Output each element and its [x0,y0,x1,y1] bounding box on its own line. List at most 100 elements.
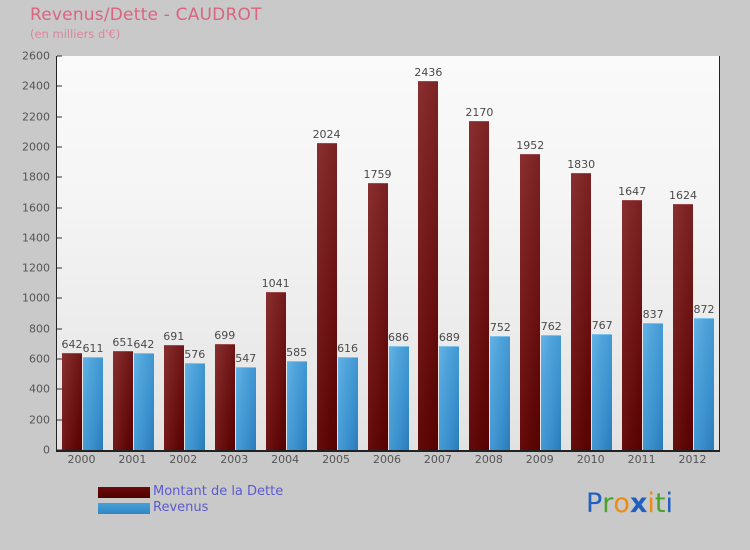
y-axis-tick-label: 1800 [22,170,50,184]
logo-letter: t [654,488,666,519]
y-axis-tick-mark [57,419,62,421]
x-axis-tick-label: 2005 [322,453,351,466]
x-axis-tick-label: 2007 [423,453,452,466]
bar-value-label: 837 [642,308,664,322]
y-axis-tick-mark [57,85,62,87]
y-axis-tick-label: 2600 [22,49,50,63]
bar-revenus-2009 [541,334,562,450]
bar-value-label: 1041 [261,277,290,291]
bar-value-label: 689 [438,330,460,344]
y-axis-tick-mark [57,116,62,118]
logo-letter: o [613,488,630,519]
bar-revenus-2010 [592,333,613,450]
logo-letter: P [586,488,603,519]
plot-area: 0 200 400 600 800 1000 1200 1400 1600 1800 2000 220… [22,50,720,457]
bar-value-label: 1647 [618,185,647,199]
bar-value-label: 616 [337,341,359,355]
bar-revenus-2002 [184,362,205,450]
y-axis-tick-label: 0 [43,443,50,457]
bar-value-label: 752 [489,321,511,335]
y-axis-tick-label: 400 [29,382,50,396]
bar-value-label: 1624 [669,188,698,202]
bar-value-label: 699 [214,329,236,343]
chart-title: Revenus/Dette - CAUDROT [30,5,262,25]
y-axis-tick-mark [57,55,62,57]
logo-letter: i [665,488,673,519]
bar-value-label: 762 [540,319,562,333]
x-axis-tick-label: 2010 [576,453,605,466]
chart-subtitle: (en milliers d'€) [30,27,121,41]
y-axis-tick-mark [57,176,62,178]
x-axis-tick-label: 2004 [271,453,300,466]
bar-value-label: 872 [693,302,715,316]
y-axis-tick-mark [57,358,62,360]
y-axis-tick-label: 800 [29,322,50,336]
bar-value-label: 642 [61,337,83,351]
bar-dette-2006 [367,183,388,450]
x-axis-tick-label: 2012 [678,453,707,466]
proxiti-logo: Proxiti [586,489,673,519]
y-axis-tick-mark [57,146,62,148]
bar-dette-2004 [265,292,286,450]
bar-value-label: 1952 [516,139,545,153]
legend-label: Revenus [153,500,209,515]
bar-value-label: 576 [184,347,206,361]
y-axis-tick-label: 1400 [22,231,50,245]
y-axis-tick-mark [57,267,62,269]
bar-revenus-2004 [286,361,307,450]
bar-value-label: 651 [112,336,134,350]
logo-letter: r [602,488,614,519]
y-axis-tick-label: 600 [29,352,50,366]
y-axis-tick-mark [57,388,62,390]
y-axis-tick-mark [57,328,62,330]
y-axis-tick-label: 2400 [22,79,50,93]
bar-revenus-2001 [133,352,154,450]
bar-value-label: 585 [286,346,308,360]
y-axis-tick-label: 2200 [22,110,50,124]
bar-revenus-2005 [337,356,358,450]
bar-revenus-2003 [235,367,256,450]
y-axis-tick-mark [57,207,62,209]
logo-letter: i [647,488,655,519]
y-axis-tick-mark [57,237,62,239]
y-axis-tick-mark [57,297,62,299]
y-axis-tick-label: 200 [29,413,50,427]
bar-revenus-2007 [439,345,460,450]
legend-label: Montant de la Dette [153,484,284,499]
x-axis-line [56,450,720,452]
x-axis-tick-label: 2011 [627,453,656,466]
bar-dette-2007 [418,80,439,450]
bar-value-label: 642 [133,337,155,351]
logo-letter: x [629,488,648,519]
bar-value-label: 1759 [363,168,392,182]
y-axis-tick-label: 1000 [22,291,50,305]
bar-dette-2001 [112,351,133,450]
x-axis-tick-label: 2009 [525,453,554,466]
bar-value-label: 2436 [414,65,443,79]
bar-value-label: 686 [388,331,409,345]
bar-dette-2009 [520,154,541,450]
bar-revenus-2012 [694,317,715,450]
bar-value-label: 547 [235,352,257,366]
bar-dette-2005 [316,143,337,450]
x-axis-tick-label: 2001 [118,453,147,466]
bar-dette-2002 [163,345,184,450]
bar-dette-2003 [214,344,235,450]
legend-swatch-debt [98,487,150,498]
x-axis-tick-label: 2003 [220,453,249,466]
x-axis-tick-label: 2002 [169,453,198,466]
legend-swatch-rev [98,503,150,514]
bar-dette-2010 [571,172,592,450]
bar-dette-2012 [673,203,694,450]
bar-value-label: 691 [163,330,185,344]
x-axis-tick-label: 2006 [373,453,401,466]
bar-value-label: 2024 [312,128,341,142]
bar-revenus-2006 [388,346,409,450]
bar-value-label: 1830 [567,157,596,171]
bar-revenus-2000 [82,357,103,450]
bar-revenus-2011 [643,323,664,450]
x-axis-tick-label: 2008 [474,453,503,466]
bar-revenus-2008 [490,336,511,450]
x-axis-tick-label: 2000 [67,453,96,466]
